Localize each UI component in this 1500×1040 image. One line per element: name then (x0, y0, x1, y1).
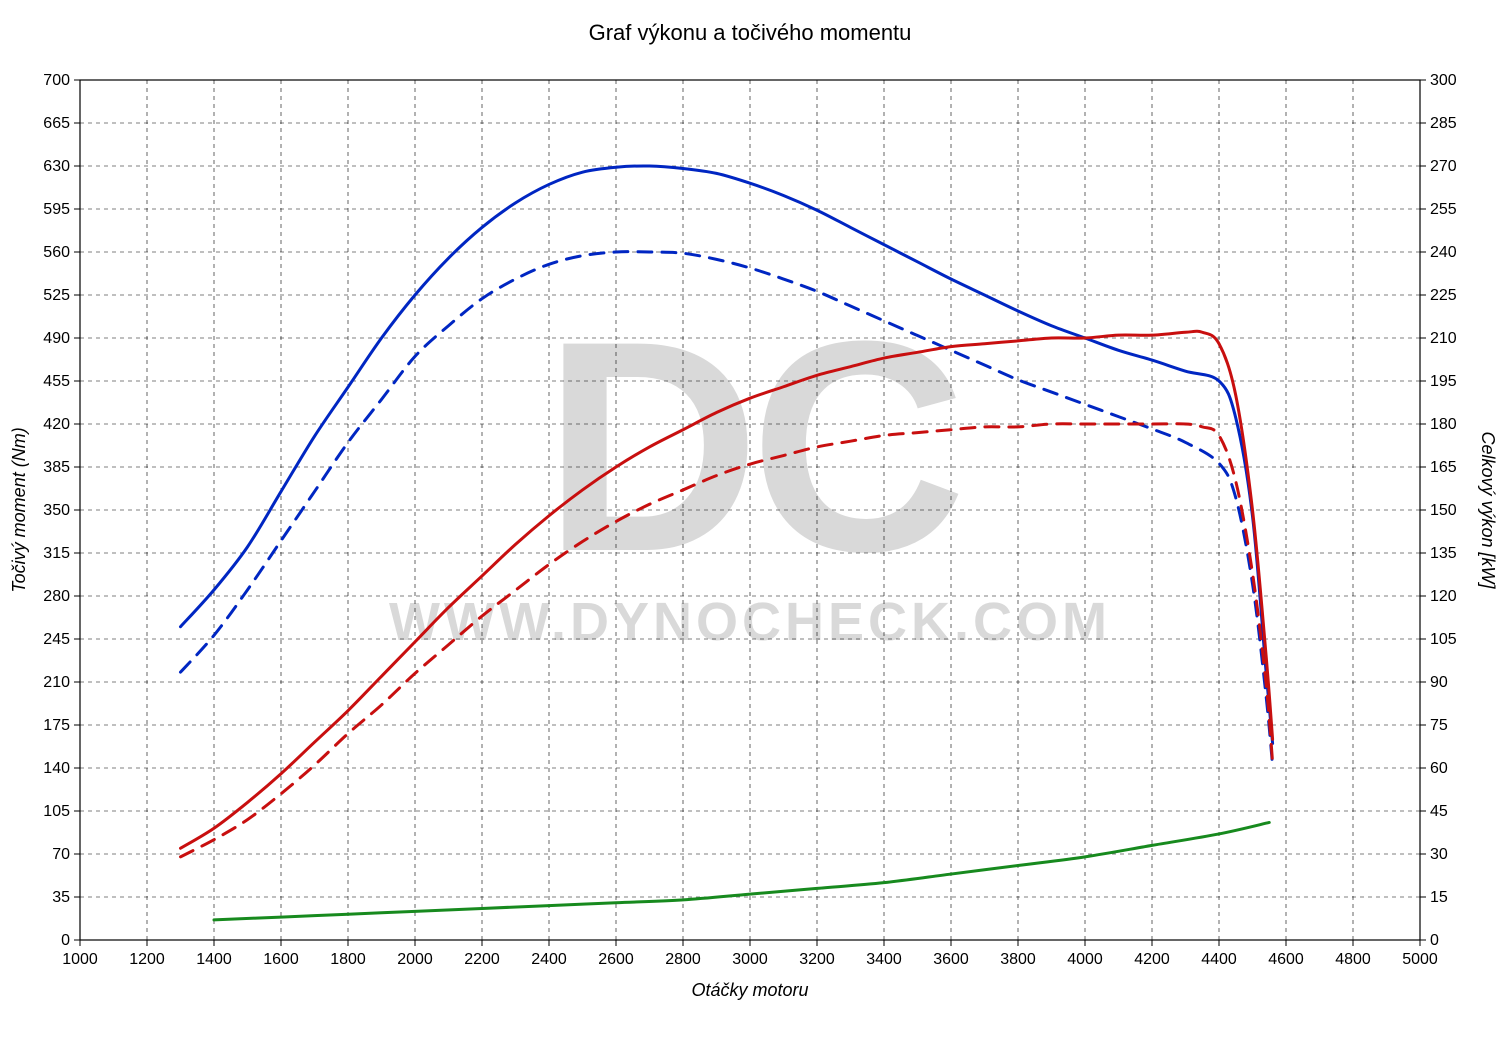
svg-text:4600: 4600 (1268, 951, 1304, 968)
svg-text:300: 300 (1430, 72, 1457, 89)
svg-text:255: 255 (1430, 201, 1457, 218)
svg-text:120: 120 (1430, 588, 1457, 605)
svg-text:210: 210 (43, 674, 70, 691)
svg-text:385: 385 (43, 459, 70, 476)
svg-text:4200: 4200 (1134, 951, 1170, 968)
svg-text:1400: 1400 (196, 951, 232, 968)
svg-text:70: 70 (52, 846, 70, 863)
svg-text:165: 165 (1430, 459, 1457, 476)
svg-text:595: 595 (43, 201, 70, 218)
svg-text:0: 0 (61, 932, 70, 949)
svg-text:2800: 2800 (665, 951, 701, 968)
svg-text:0: 0 (1430, 932, 1439, 949)
svg-text:455: 455 (43, 373, 70, 390)
y-axis-left-label: Točivý moment (Nm) (9, 427, 29, 592)
svg-text:90: 90 (1430, 674, 1448, 691)
svg-text:5000: 5000 (1402, 951, 1438, 968)
svg-text:3400: 3400 (866, 951, 902, 968)
svg-text:2000: 2000 (397, 951, 433, 968)
svg-text:2400: 2400 (531, 951, 567, 968)
svg-text:3600: 3600 (933, 951, 969, 968)
svg-text:1600: 1600 (263, 951, 299, 968)
svg-text:420: 420 (43, 416, 70, 433)
svg-text:665: 665 (43, 115, 70, 132)
svg-text:240: 240 (1430, 244, 1457, 261)
svg-text:225: 225 (1430, 287, 1457, 304)
svg-text:30: 30 (1430, 846, 1448, 863)
svg-text:210: 210 (1430, 330, 1457, 347)
svg-text:525: 525 (43, 287, 70, 304)
svg-text:3000: 3000 (732, 951, 768, 968)
svg-text:2200: 2200 (464, 951, 500, 968)
svg-text:1800: 1800 (330, 951, 366, 968)
dyno-chart: Graf výkonu a točivého momentu DCWWW.DYN… (0, 0, 1500, 1040)
svg-text:195: 195 (1430, 373, 1457, 390)
svg-text:180: 180 (1430, 416, 1457, 433)
y-axis-right-label: Celkový výkon [kW] (1478, 431, 1498, 589)
svg-text:35: 35 (52, 889, 70, 906)
svg-text:630: 630 (43, 158, 70, 175)
svg-text:2600: 2600 (598, 951, 634, 968)
svg-text:135: 135 (1430, 545, 1457, 562)
svg-text:280: 280 (43, 588, 70, 605)
svg-text:700: 700 (43, 72, 70, 89)
svg-text:4800: 4800 (1335, 951, 1371, 968)
svg-text:350: 350 (43, 502, 70, 519)
svg-text:315: 315 (43, 545, 70, 562)
svg-text:1000: 1000 (62, 951, 98, 968)
svg-text:245: 245 (43, 631, 70, 648)
svg-text:15: 15 (1430, 889, 1448, 906)
svg-text:490: 490 (43, 330, 70, 347)
chart-title: Graf výkonu a točivého momentu (589, 20, 912, 45)
svg-text:560: 560 (43, 244, 70, 261)
chart-svg: Graf výkonu a točivého momentu DCWWW.DYN… (0, 0, 1500, 1040)
svg-text:45: 45 (1430, 803, 1448, 820)
svg-text:140: 140 (43, 760, 70, 777)
svg-text:4400: 4400 (1201, 951, 1237, 968)
svg-text:4000: 4000 (1067, 951, 1103, 968)
svg-text:270: 270 (1430, 158, 1457, 175)
svg-text:60: 60 (1430, 760, 1448, 777)
svg-text:105: 105 (43, 803, 70, 820)
svg-text:3200: 3200 (799, 951, 835, 968)
svg-text:150: 150 (1430, 502, 1457, 519)
svg-text:75: 75 (1430, 717, 1448, 734)
svg-text:3800: 3800 (1000, 951, 1036, 968)
svg-text:1200: 1200 (129, 951, 165, 968)
svg-text:175: 175 (43, 717, 70, 734)
x-axis-label: Otáčky motoru (691, 980, 808, 1000)
series-loss (214, 822, 1269, 919)
svg-text:105: 105 (1430, 631, 1457, 648)
svg-text:285: 285 (1430, 115, 1457, 132)
